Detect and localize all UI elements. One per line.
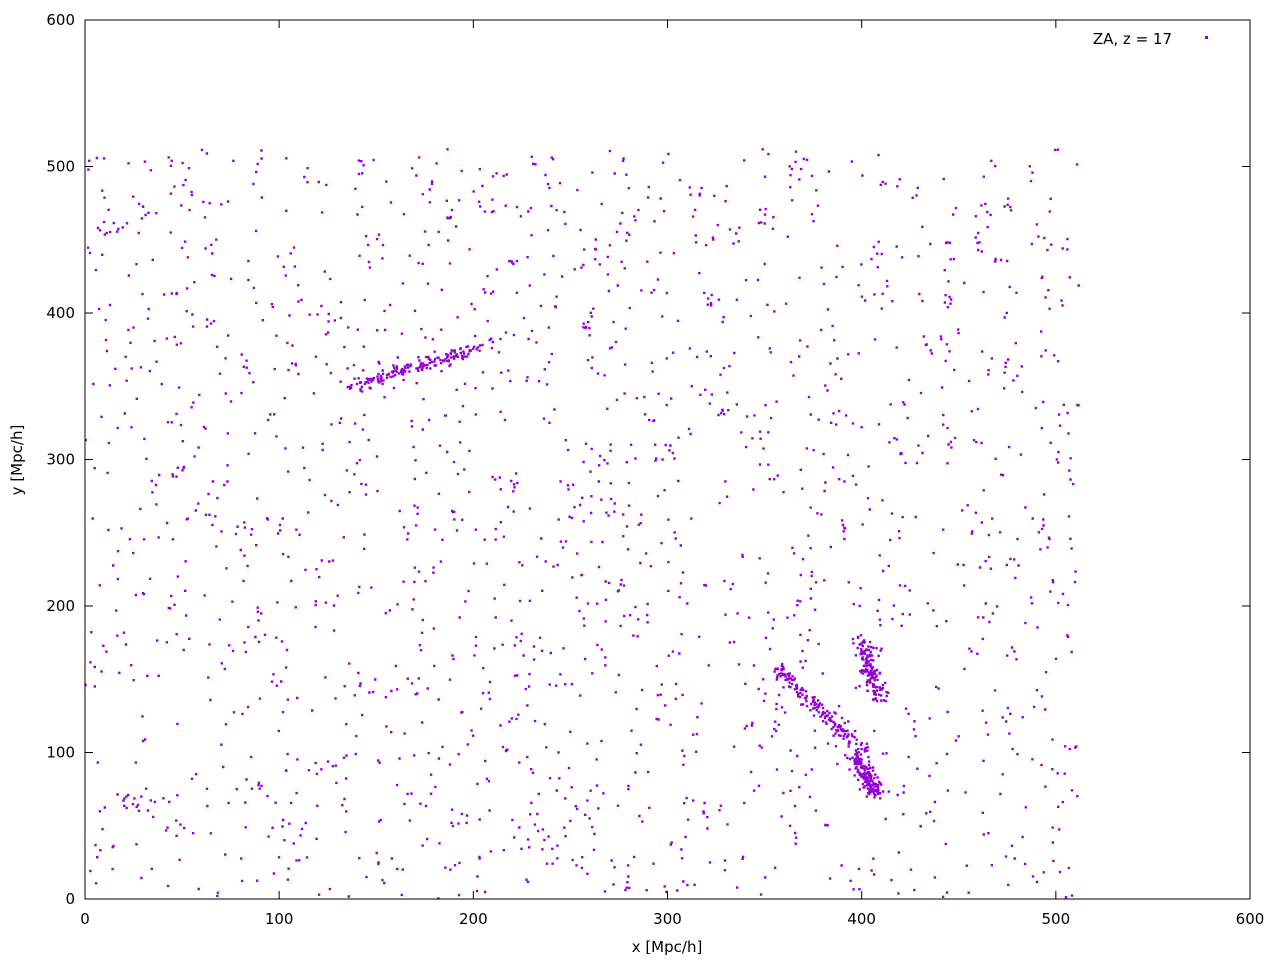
x-tick-label: 300 [653,910,682,928]
x-tick-label: 600 [1236,910,1265,928]
y-tick-label: 600 [46,11,75,29]
plot-frame [84,19,1251,900]
x-tick-label: 400 [847,910,876,928]
y-tick-label: 100 [46,744,75,762]
legend-marker-za [1205,36,1208,39]
x-axis-label: x [Mpc/h] [632,938,703,956]
y-axis-label: y [Mpc/h] [8,425,26,496]
y-tick-label: 200 [46,597,75,615]
x-tick-label: 100 [265,910,294,928]
y-tick-label: 400 [46,304,75,322]
scatter-point-cloud [84,148,1080,900]
x-tick-label: 500 [1042,910,1071,928]
legend-label-za: ZA, z = 17 [1093,30,1172,48]
y-tick-label: 300 [46,451,75,469]
x-tick-label: 0 [80,910,90,928]
y-axis-ticks: 0 100 200 300 400 500 600 [46,11,1250,908]
x-tick-label: 200 [459,910,488,928]
x-axis-ticks: 0 100 200 300 400 500 600 [80,20,1264,928]
legend: ZA, z = 17 [1093,30,1208,48]
y-tick-label: 0 [65,890,75,908]
scatter-points-za [84,148,1080,900]
y-tick-label: 500 [46,158,75,176]
